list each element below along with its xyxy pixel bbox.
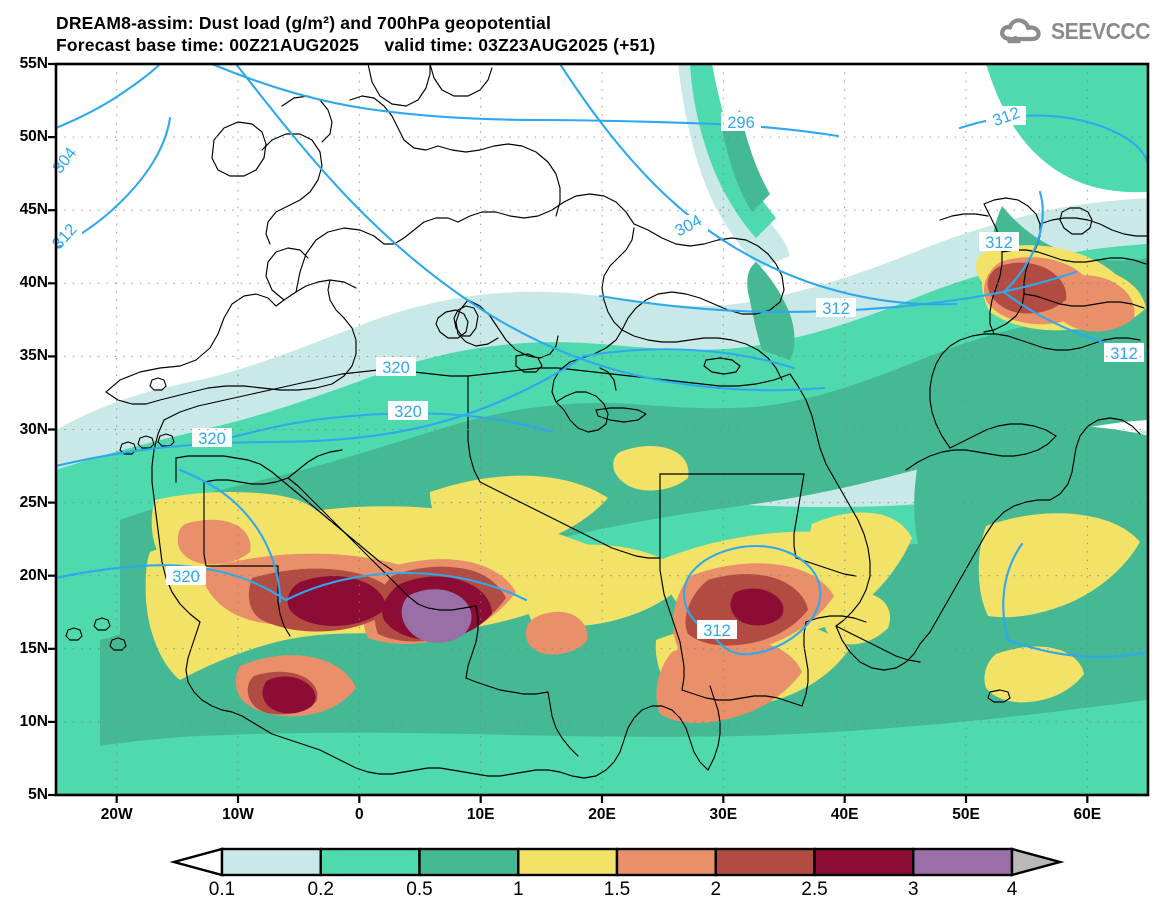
y-axis-label: 15N: [19, 639, 48, 657]
colorbar-tick-label: 0.1: [208, 879, 236, 900]
graticule: [56, 64, 1148, 795]
colorbar-band: [615, 847, 717, 877]
contour-label-320-algeria: 320: [388, 401, 428, 421]
x-axis-label: 30E: [709, 806, 738, 823]
colorbar-band: [418, 847, 520, 877]
page-subtitle: Forecast base time: 00Z21AUG2025 valid t…: [56, 35, 656, 55]
svg-text:312: 312: [1110, 345, 1138, 363]
chart-header: DREAM8-assim: Dust load (g/m²) and 700hP…: [0, 0, 1165, 62]
colorbar-tick-label: 1: [512, 879, 524, 900]
x-axis-label: 10W: [222, 806, 254, 823]
contour-label-312-caspian: 312: [979, 232, 1019, 252]
x-axis-label: 20W: [100, 806, 133, 823]
y-axis-label: 25N: [19, 493, 48, 511]
dust-load-field: [56, 64, 1148, 795]
contour-label-312-turkey: 312: [816, 298, 856, 318]
geopotential-contours: [56, 64, 1148, 658]
svg-text:320: 320: [394, 403, 422, 421]
y-axis-label: 55N: [19, 55, 48, 72]
logo-text: SEEVCCC: [1051, 17, 1151, 44]
colorbar-tick-label: 3: [907, 879, 919, 900]
y-axis-label: 50N: [19, 128, 48, 146]
colorbar-band: [220, 847, 322, 877]
contour-label-312-right: 312: [1104, 343, 1144, 363]
colorbar-tick-label: 0.5: [406, 879, 433, 900]
colorbar-tick-label: 2.5: [801, 879, 828, 900]
svg-text:312: 312: [822, 300, 850, 318]
contour-label-304-centre: 304: [668, 211, 708, 240]
y-axis-label: 30N: [19, 420, 48, 438]
colorbar-tick-label: 1.5: [603, 879, 631, 900]
seevccc-logo: SEEVCCC: [999, 16, 1159, 46]
svg-text:320: 320: [172, 568, 200, 586]
colorbar-band: [517, 847, 619, 877]
contour-label-320-morocco: 320: [376, 357, 416, 377]
colorbar-extend-high: [1010, 847, 1065, 877]
y-axis-label: 5N: [28, 786, 48, 803]
contour-label-320-canary: 320: [192, 428, 232, 448]
colorbar-band: [714, 847, 816, 877]
colorbar: [169, 847, 1065, 877]
svg-text:312: 312: [703, 622, 731, 640]
x-axis-label: 40E: [830, 806, 859, 823]
svg-text:320: 320: [382, 359, 410, 377]
colorbar-extend-low: [169, 847, 224, 877]
contour-label-312-chad: 312: [697, 620, 737, 640]
contour-label-296: 296: [721, 112, 761, 132]
y-axis-label: 20N: [19, 566, 48, 584]
x-axis-label: 0: [355, 806, 364, 823]
colorbar-band: [813, 847, 915, 877]
colorbar-tick-label: 0.2: [307, 879, 334, 900]
y-axis-label: 45N: [19, 201, 48, 219]
svg-text:320: 320: [198, 430, 226, 448]
svg-text:296: 296: [727, 114, 755, 132]
x-axis-label: 20E: [588, 806, 616, 823]
cloud-icon: [1000, 18, 1041, 44]
contour-label-320-senegal: 320: [166, 566, 206, 586]
page-title: DREAM8-assim: Dust load (g/m²) and 700hP…: [56, 13, 552, 33]
x-axis-label: 60E: [1073, 806, 1102, 823]
svg-text:312: 312: [985, 234, 1013, 252]
axis-ticks: [48, 62, 1089, 803]
x-axis-label: 10E: [466, 806, 495, 823]
y-axis-label: 10N: [19, 712, 48, 730]
y-axis-label: 40N: [19, 274, 48, 292]
colorbar-band: [319, 847, 421, 877]
y-axis-label: 35N: [19, 347, 48, 365]
colorbar-tick-label: 4: [1006, 879, 1018, 900]
x-axis-label: 50E: [952, 806, 980, 823]
colorbar-tick-label: 2: [710, 879, 722, 900]
colorbar-band: [912, 847, 1014, 877]
